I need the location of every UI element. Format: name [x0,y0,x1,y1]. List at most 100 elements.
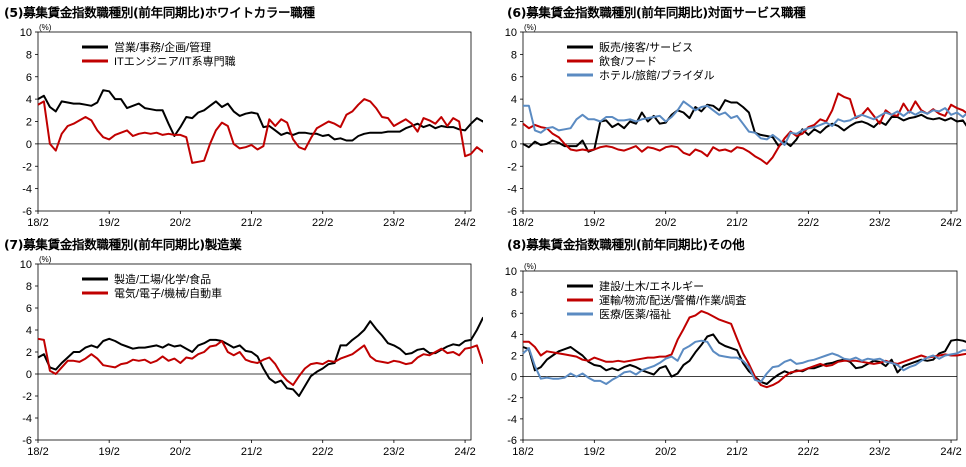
y-tick-label: 8 [26,49,32,61]
y-tick-label: 0 [511,372,517,384]
chart-title: (6)募集賃金指数職種別(前年同期比)対面サービス職種 [507,5,806,20]
legend-label: 飲食/フード [599,54,657,68]
x-tick-label: 21/2 [726,217,747,229]
unit-label: (%) [39,255,52,264]
line-chart: -6 -4 -2 0 2 4 6 8 10 (%) 18/2 19/2 20/2 21/2 22/2 23/2… [505,23,966,229]
legend-label: 販売/接客/サービス [599,40,693,54]
legend-label: ITエンジニア/IT系専門職 [114,55,236,68]
y-tick-label: -6 [507,206,517,218]
series-line-2 [523,310,966,389]
y-tick-label: 2 [511,117,517,129]
series-line-1 [37,316,483,397]
y-tick-label: 10 [20,259,32,271]
y-tick-label: 0 [511,139,517,151]
y-tick-label: 0 [26,139,32,151]
plot-frame [522,31,958,212]
y-tick-label: 8 [26,281,32,293]
legend-label: 運輸/物流/配送/警備/作業/調査 [599,293,746,307]
x-tick-label: 19/2 [98,446,119,458]
series-line-1 [522,99,966,153]
series-line-1 [37,89,483,142]
y-tick-label: -2 [507,161,517,173]
x-tick-label: 24/2 [940,446,961,458]
legend-label: 電気/電子/機械/自動車 [114,286,222,300]
y-tick-label: 6 [26,303,32,315]
legend-label: 医療/医薬/福祉 [599,307,671,321]
y-tick-label: 2 [511,351,517,363]
y-tick-label: 8 [511,49,517,61]
series-line-3 [522,339,966,385]
y-tick-label: 4 [26,94,32,106]
series-line-2 [522,92,966,165]
unit-label: (%) [524,23,537,32]
plot-frame [37,263,472,441]
x-tick-label: 24/2 [454,217,475,229]
series-line-3 [523,100,966,146]
y-tick-label: 4 [511,329,517,341]
y-tick-label: 2 [26,347,32,359]
x-tick-label: 20/2 [170,217,191,229]
x-tick-label: 18/2 [512,446,533,458]
x-tick-label: 21/2 [726,446,747,458]
y-tick-label: 6 [26,72,32,84]
line-chart: -6 -4 -2 0 2 4 6 8 10 (%) 18/2 19/2 20/2 21/2 22/2 23/2… [20,23,483,229]
panel-face-to-face-service: (6)募集賃金指数職種別(前年同期比)対面サービス職種 -6 -4 -2 0 2 4 6 8 1… [483,0,966,234]
x-tick-label: 18/2 [27,217,48,229]
panel-manufacturing: (7)募集賃金指数職種別(前年同期比)製造業 -6 -4 -2 0 2 4 6 8 10 (%) 1… [0,234,483,467]
y-tick-label: -6 [22,206,32,218]
x-tick-label: 20/2 [655,217,676,229]
x-tick-label: 21/2 [241,446,262,458]
y-tick-label: -2 [22,161,32,173]
y-tick-label: 0 [26,369,32,381]
x-tick-label: 18/2 [512,217,533,229]
y-tick-label: 4 [511,94,517,106]
y-tick-label: 10 [20,27,32,39]
x-tick-label: 20/2 [170,446,191,458]
plot-frame [37,31,472,212]
unit-label: (%) [39,23,52,32]
y-tick-label: -6 [22,435,32,447]
y-tick-label: 6 [511,308,517,320]
y-tick-label: 10 [505,266,517,278]
y-tick-label: -4 [507,414,517,426]
panel-other: (8)募集賃金指数職種別(前年同期比)その他 -6 -4 -2 0 2 4 6 8 10 (%) 1… [483,234,966,467]
legend-label: ホテル/旅館/ブライダル [599,68,715,82]
chart-title: (5)募集賃金指数職種別(前年同期比)ホワイトカラー職種 [4,5,315,20]
chart-title: (8)募集賃金指数職種別(前年同期比)その他 [507,237,745,252]
x-tick-label: 23/2 [869,217,890,229]
y-tick-label: -4 [22,413,32,425]
y-tick-label: -4 [507,184,517,196]
x-tick-label: 22/2 [312,217,333,229]
x-tick-label: 21/2 [241,217,262,229]
x-tick-label: 22/2 [798,217,819,229]
legend-label: 製造/工場/化学/食品 [114,272,211,286]
x-tick-label: 23/2 [383,217,404,229]
x-tick-label: 19/2 [584,217,605,229]
x-tick-label: 22/2 [798,446,819,458]
y-tick-label: 8 [511,287,517,299]
unit-label: (%) [524,262,537,271]
y-tick-label: -2 [507,393,517,405]
x-tick-label: 18/2 [27,446,48,458]
legend-label: 建設/土木/エネルギー [599,279,704,293]
x-tick-label: 19/2 [584,446,605,458]
x-tick-label: 23/2 [383,446,404,458]
y-tick-label: 10 [505,27,517,39]
y-tick-label: 4 [26,325,32,337]
x-tick-label: 19/2 [98,217,119,229]
y-tick-label: -2 [22,391,32,403]
y-tick-label: 2 [26,117,32,129]
chart-title: (7)募集賃金指数職種別(前年同期比)製造業 [4,237,242,252]
x-tick-label: 20/2 [655,446,676,458]
y-tick-label: 6 [511,72,517,84]
panel-white-collar: (5)募集賃金指数職種別(前年同期比)ホワイトカラー職種 -6 -4 -2 0 2 4 6 8… [0,0,483,234]
series-line-2 [37,337,483,386]
line-chart: -6 -4 -2 0 2 4 6 8 10 (%) 18/2 19/2 20/2 21/2 22/2 23/2… [20,255,483,458]
x-tick-label: 24/2 [940,217,961,229]
y-tick-label: -4 [22,184,32,196]
legend-label: 営業/事務/企画/管理 [114,40,211,54]
x-tick-label: 22/2 [312,446,333,458]
series-line-2 [37,98,483,164]
x-tick-label: 23/2 [869,446,890,458]
